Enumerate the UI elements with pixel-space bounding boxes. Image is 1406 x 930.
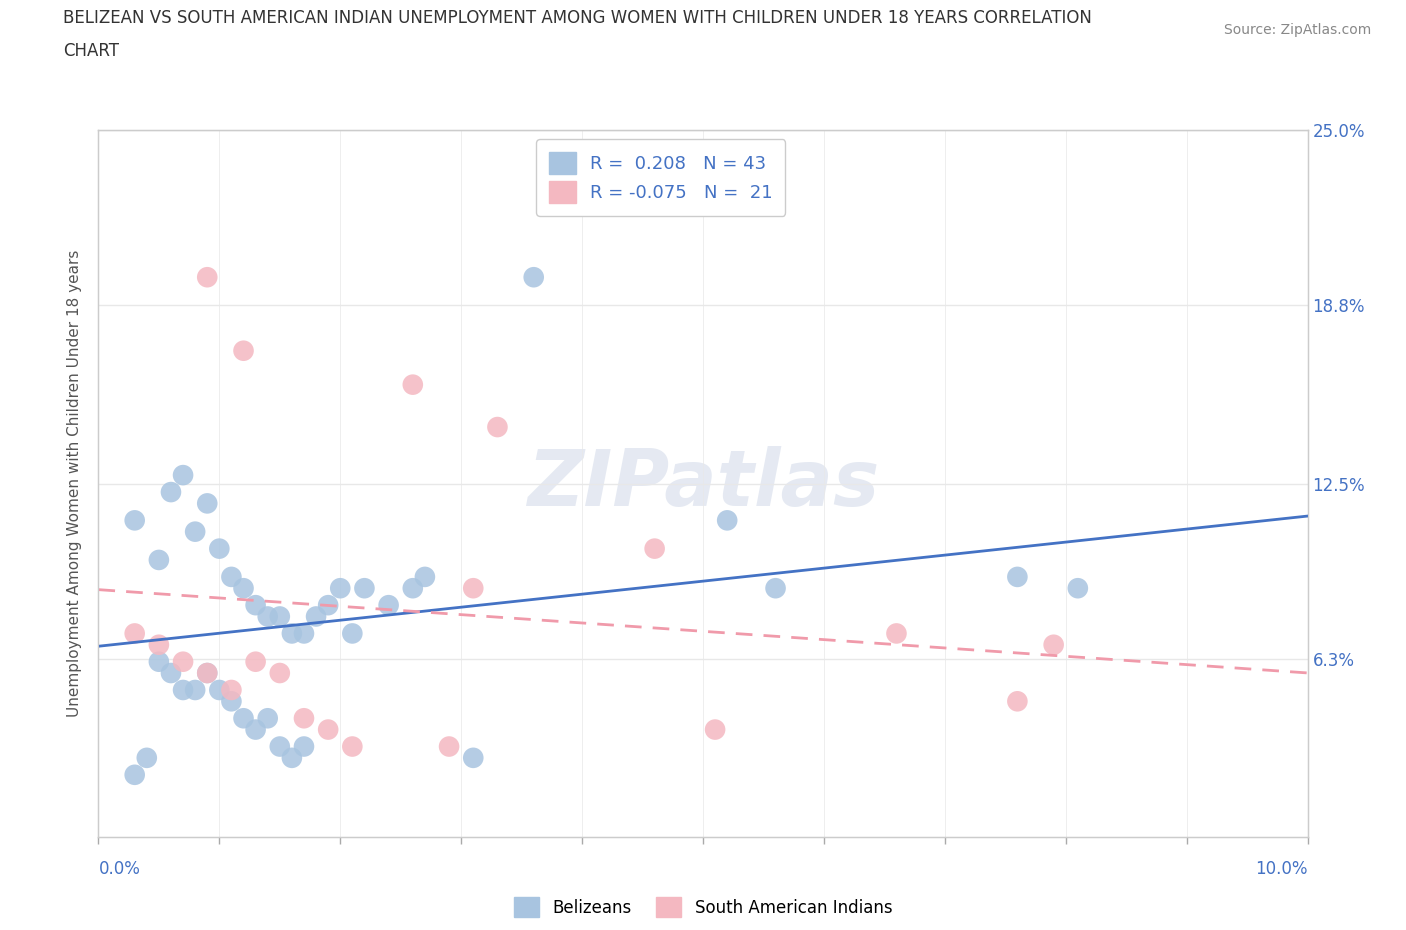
Text: Source: ZipAtlas.com: Source: ZipAtlas.com [1223, 23, 1371, 37]
Point [704, 722, 727, 737]
Point [245, 598, 267, 613]
Point [269, 739, 291, 754]
Point [245, 722, 267, 737]
Point [1042, 637, 1064, 652]
Point [886, 626, 908, 641]
Point [316, 598, 339, 613]
Point [353, 580, 375, 595]
Point [1007, 569, 1029, 584]
Point [644, 541, 666, 556]
Point [160, 485, 183, 499]
Point [316, 722, 339, 737]
Point [148, 637, 170, 652]
Point [232, 343, 254, 358]
Text: CHART: CHART [63, 42, 120, 60]
Point [195, 496, 218, 511]
Point [1067, 580, 1090, 595]
Point [195, 666, 218, 681]
Point [208, 683, 231, 698]
Text: BELIZEAN VS SOUTH AMERICAN INDIAN UNEMPLOYMENT AMONG WOMEN WITH CHILDREN UNDER 1: BELIZEAN VS SOUTH AMERICAN INDIAN UNEMPL… [63, 9, 1092, 27]
Point [221, 694, 243, 709]
Text: 10.0%: 10.0% [1256, 860, 1308, 878]
Point [377, 598, 399, 613]
Point [124, 626, 146, 641]
Point [281, 626, 304, 641]
Text: ZIPatlas: ZIPatlas [527, 445, 879, 522]
Point [172, 683, 194, 698]
Point [160, 666, 183, 681]
Point [523, 270, 546, 285]
Point [124, 513, 146, 528]
Point [463, 751, 485, 765]
Point [256, 711, 278, 725]
Point [221, 683, 243, 698]
Point [148, 552, 170, 567]
Point [135, 751, 157, 765]
Point [172, 468, 194, 483]
Point [413, 569, 436, 584]
Point [256, 609, 278, 624]
Point [486, 419, 509, 434]
Point [245, 655, 267, 670]
Point [765, 580, 787, 595]
Point [208, 541, 231, 556]
Point [269, 666, 291, 681]
Point [195, 270, 218, 285]
Point [342, 626, 364, 641]
Point [402, 580, 425, 595]
Point [329, 580, 352, 595]
Point [184, 525, 207, 539]
Point [281, 751, 304, 765]
Point [402, 378, 425, 392]
Point [305, 609, 328, 624]
Point [292, 739, 315, 754]
Point [232, 711, 254, 725]
Point [463, 580, 485, 595]
Point [292, 626, 315, 641]
Point [269, 609, 291, 624]
Point [716, 513, 738, 528]
Point [1007, 694, 1029, 709]
Point [221, 569, 243, 584]
Legend: Belizeans, South American Indians: Belizeans, South American Indians [508, 890, 898, 924]
Point [292, 711, 315, 725]
Point [124, 767, 146, 782]
Point [148, 655, 170, 670]
Y-axis label: Unemployment Among Women with Children Under 18 years: Unemployment Among Women with Children U… [67, 250, 83, 717]
Point [232, 580, 254, 595]
Point [437, 739, 460, 754]
Point [184, 683, 207, 698]
Point [342, 739, 364, 754]
Text: 0.0%: 0.0% [98, 860, 141, 878]
Point [172, 655, 194, 670]
Point [195, 666, 218, 681]
